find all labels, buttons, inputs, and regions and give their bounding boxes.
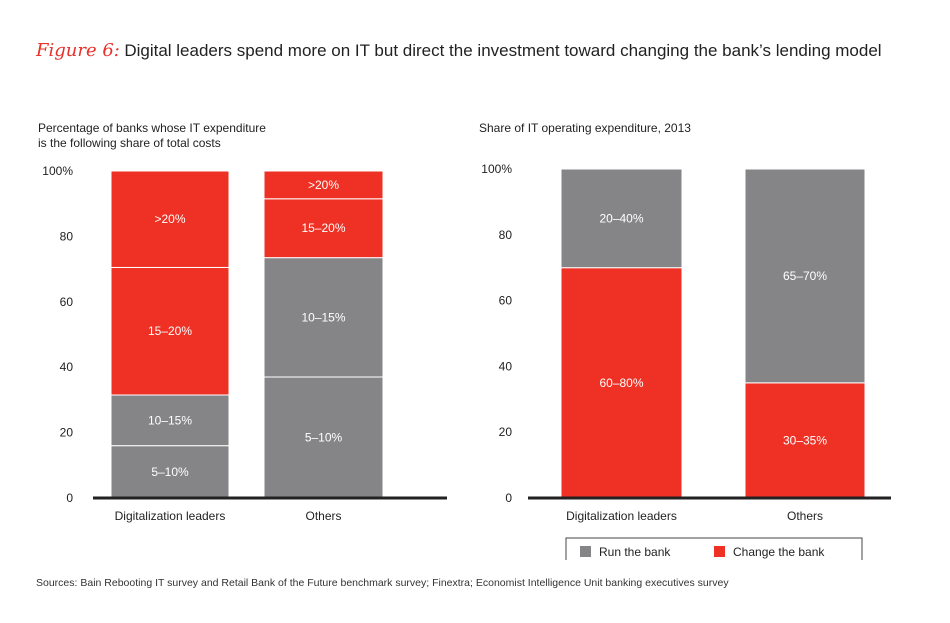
chart2-bar-1-segment-1-label: 60–80% — [599, 376, 643, 390]
charts-area: Percentage of banks whose IT expenditure… — [38, 121, 891, 560]
figure-title-row: Figure 6: Digital leaders spend more on … — [36, 40, 882, 61]
chart2-bar-2-segment-2 — [744, 168, 866, 384]
chart1-category-label-2: Others — [305, 509, 341, 523]
chart1-ytick-label-0: 0 — [66, 491, 73, 505]
chart2-ytick-label-4: 80 — [499, 228, 513, 242]
chart1-bar-1-segment-2 — [110, 394, 230, 447]
chart1-bar-1-segment-1-label: 5–10% — [151, 465, 189, 479]
chart1-bar-1-segment-4 — [110, 170, 230, 268]
source-note: Sources: Bain Rebooting IT survey and Re… — [36, 577, 729, 589]
chart1-bar-2-segment-4-label: >20% — [308, 178, 339, 192]
chart1-bar-2-segment-1-label: 5–10% — [305, 431, 343, 445]
chart2-ytick-label-5: 100% — [481, 162, 512, 176]
chart1-ytick-label-4: 80 — [60, 229, 74, 243]
chart2-bar-1-segment-2-label: 20–40% — [599, 211, 643, 225]
chart1-ytick-label-2: 40 — [60, 360, 74, 374]
chart2-bar-2-segment-1-label: 30–35% — [783, 433, 827, 447]
figure-title: Digital leaders spend more on IT but dir… — [124, 41, 882, 60]
chart2-ytick-label-2: 40 — [499, 359, 513, 373]
chart1-ytick-label-3: 60 — [60, 295, 74, 309]
chart1-category-label-1: Digitalization leaders — [115, 509, 226, 523]
chart2-bar-1-segment-1 — [560, 267, 683, 499]
chart1-bar-1-segment-3-label: 15–20% — [148, 324, 192, 338]
chart1-bar-2-segment-3 — [263, 198, 384, 259]
chart2-category-label-2: Others — [787, 509, 823, 523]
chart1-bar-1-segment-3 — [110, 266, 230, 396]
chart1-bar-1-segment-4-label: >20% — [154, 212, 185, 226]
chart2-bar-1-segment-2 — [560, 168, 683, 269]
chart1-title-line-2: is the following share of total costs — [38, 136, 221, 150]
chart2-category-label-1: Digitalization leaders — [566, 509, 677, 523]
chart1-bar-2-segment-3-label: 15–20% — [301, 221, 345, 235]
chart2-bar-2-segment-2-label: 65–70% — [783, 269, 827, 283]
chart2-ytick-label-1: 20 — [499, 425, 513, 439]
chart1-title-line-1: Percentage of banks whose IT expenditure — [38, 121, 266, 135]
chart2-legend-swatch-2 — [714, 546, 725, 557]
chart2-legend-label-2: Change the bank — [733, 545, 825, 559]
chart2-legend-swatch-1 — [580, 546, 591, 557]
chart1-bar-2-segment-2-label: 10–15% — [301, 310, 345, 324]
figure-label: Figure 6: — [36, 40, 120, 61]
chart1-ytick-label-5: 100% — [42, 164, 73, 178]
chart2-legend-label-1: Run the bank — [599, 545, 671, 559]
chart2-bar-2-segment-1 — [744, 382, 866, 499]
chart1-bar-2-segment-4 — [263, 170, 384, 200]
chart1-bar-1-segment-1 — [110, 445, 230, 499]
chart2-title-line-1: Share of IT operating expenditure, 2013 — [479, 121, 691, 135]
chart1-ytick-label-1: 20 — [60, 426, 74, 440]
chart1-bar-1-segment-2-label: 10–15% — [148, 413, 192, 427]
chart2-ytick-label-3: 60 — [499, 294, 513, 308]
chart2-ytick-label-0: 0 — [505, 491, 512, 505]
